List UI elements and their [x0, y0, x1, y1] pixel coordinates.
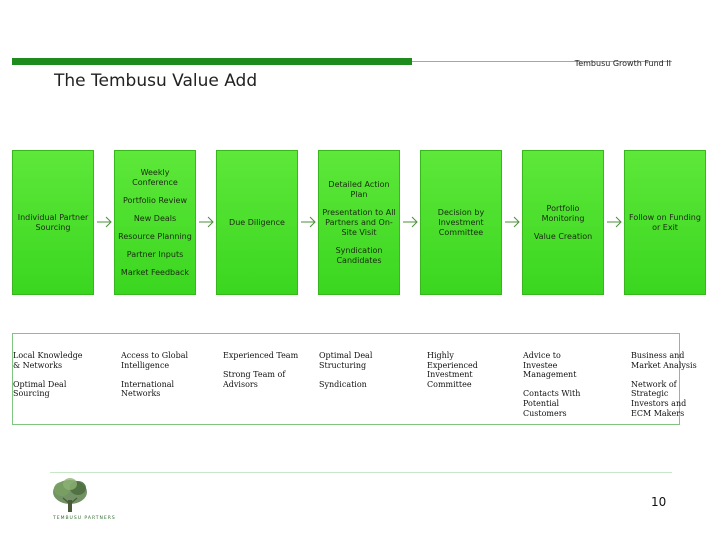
- step-text: Market Feedback: [120, 267, 190, 277]
- value-add-item: Business and Market Analysis: [631, 351, 697, 370]
- value-add-item: Highly Experienced Investment Committee: [427, 351, 478, 389]
- step-text: New Deals: [133, 213, 177, 223]
- step-individual-partner-sourcing: Individual Partner Sourcing: [12, 150, 94, 295]
- step-weekly-conference: Weekly Conference Portfolio Review New D…: [114, 150, 196, 295]
- right-arrow-icon: [607, 216, 622, 228]
- value-add-column: Local Knowledge & Networks Optimal Deal …: [13, 351, 83, 409]
- step-text: Presentation to All Partners and On-Site…: [322, 207, 396, 237]
- step-text: Portfolio Monitoring: [541, 203, 585, 223]
- value-add-item: Optimal Deal Structuring: [319, 351, 373, 370]
- value-add-column: Advice to Investee Management Contacts W…: [523, 351, 580, 428]
- right-arrow-icon: [301, 216, 316, 228]
- value-add-item: Network of Strategic Investors and ECM M…: [631, 379, 687, 418]
- step-text: Portfolio Review: [123, 195, 187, 205]
- step-text: Syndication Candidates: [335, 245, 383, 265]
- step-portfolio-monitoring: Portfolio Monitoring Value Creation: [522, 150, 604, 295]
- right-arrow-icon: [505, 216, 520, 228]
- value-add-item: Contacts With Potential Customers: [523, 389, 581, 418]
- step-text: Decision by Investment Committee: [437, 207, 485, 237]
- step-text: Follow on Funding or Exit: [629, 212, 701, 232]
- value-add-item: Syndication: [319, 379, 367, 389]
- value-add-item: International Networks: [121, 379, 175, 399]
- right-arrow-icon: [403, 216, 418, 228]
- step-text: Individual Partner Sourcing: [17, 212, 89, 232]
- step-due-diligence: Due Diligence: [216, 150, 298, 295]
- step-text: Value Creation: [533, 231, 593, 241]
- step-follow-on-funding-or-exit: Follow on Funding or Exit: [624, 150, 706, 295]
- value-add-item: Access to Global Intelligence: [121, 351, 189, 370]
- right-arrow-icon: [97, 216, 112, 228]
- logo-wordmark: TEMBUSU PARTNERS: [53, 516, 116, 521]
- header-rule: [412, 61, 672, 62]
- value-add-item: Experienced Team: [223, 351, 299, 360]
- value-add-column: Access to Global Intelligence Internatio…: [121, 351, 188, 409]
- step-text: Due Diligence: [229, 217, 285, 227]
- value-add-item: Strong Team of Advisors: [223, 370, 286, 389]
- value-add-column: Highly Experienced Investment Committee: [427, 351, 478, 399]
- footer-rule: [50, 472, 672, 473]
- value-add-column: Optimal Deal Structuring Syndication: [319, 351, 372, 399]
- value-add-column: Experienced Team Strong Team of Advisors: [223, 351, 298, 399]
- value-add-item: Advice to Investee Management: [523, 351, 577, 380]
- page-number: 10: [651, 495, 667, 509]
- page-title: The Tembusu Value Add: [54, 71, 258, 91]
- step-investment-committee-decision: Decision by Investment Committee: [420, 150, 502, 295]
- fund-label: Tembusu Growth Fund II: [574, 59, 671, 68]
- step-text: Resource Planning: [118, 231, 192, 241]
- step-text: Partner Inputs: [126, 249, 184, 259]
- right-arrow-icon: [199, 216, 214, 228]
- header-accent-bar: [12, 58, 412, 65]
- tree-logo-icon: [53, 478, 87, 512]
- step-text: Weekly Conference: [132, 167, 178, 187]
- value-add-item: Optimal Deal Sourcing: [13, 379, 67, 399]
- step-detailed-action-plan: Detailed Action Plan Presentation to All…: [318, 150, 400, 295]
- value-add-item: Local Knowledge & Networks: [13, 351, 83, 370]
- step-text: Detailed Action Plan: [328, 179, 390, 199]
- value-add-panel: [12, 333, 680, 425]
- value-add-column: Business and Market Analysis Network of …: [631, 351, 697, 428]
